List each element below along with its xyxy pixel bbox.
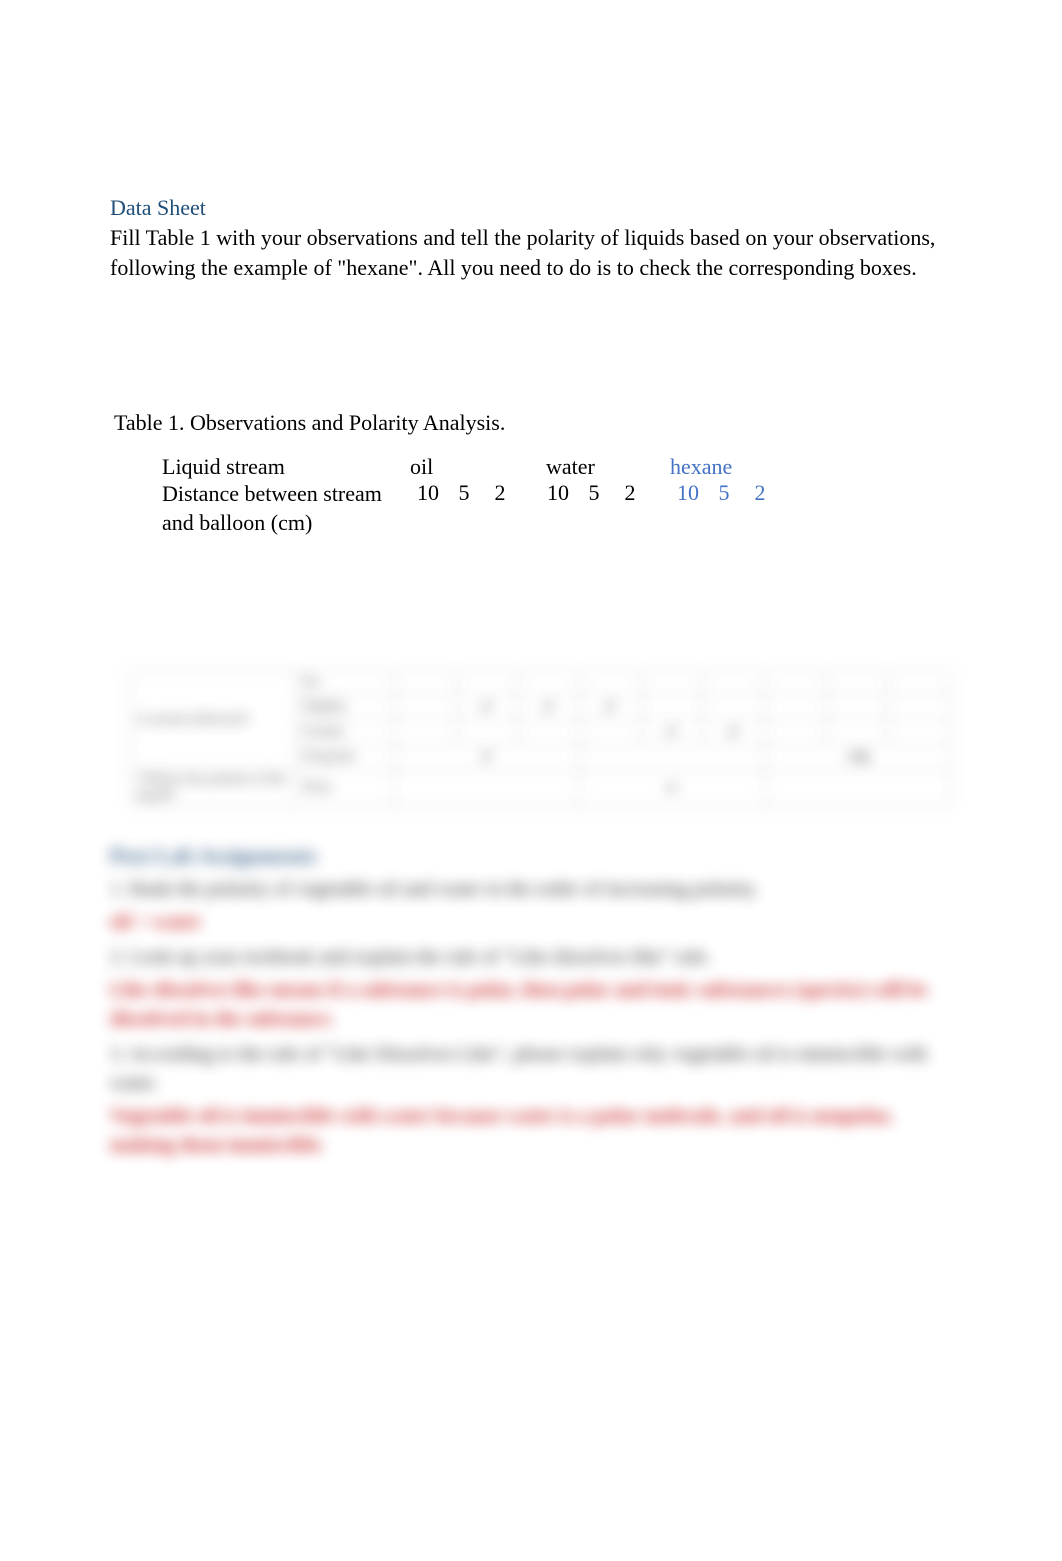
subcol-group-hexane: 1052 — [670, 480, 788, 537]
blur-question: 1. Rank the polarity of vegetable oil an… — [110, 875, 950, 904]
blur-sublabel: Nonpolar — [296, 745, 395, 770]
data-table: Liquid stream oil water hexane Distance … — [162, 454, 952, 537]
column-group-oil: oil — [410, 454, 540, 480]
subcol-group-oil: 1052 — [410, 480, 540, 537]
blur-sublabel: No — [296, 671, 395, 695]
column-group-hexane: hexane — [670, 454, 788, 480]
blurred-table: Is stream deflected? No Slightly ✓ ✓ ✓ G… — [130, 670, 950, 807]
blur-heading: Post Lab Assignments — [110, 843, 950, 869]
row-label: Distance between stream and balloon (cm) — [162, 480, 410, 537]
table-row: Liquid stream oil water hexane — [162, 454, 788, 480]
row-label: Liquid stream — [162, 454, 410, 480]
section-heading: Data Sheet — [110, 195, 952, 221]
blur-question: 2. Look up your textbook and explain the… — [110, 943, 950, 972]
column-group-water: water — [540, 454, 670, 480]
blur-label: Is stream deflected? — [131, 671, 296, 770]
table-caption: Table 1. Observations and Polarity Analy… — [114, 410, 952, 436]
subcol-group-water: 1052 — [540, 480, 670, 537]
blur-sublabel: Greatly — [296, 720, 395, 745]
blur-answer: Like dissolves like means if a substance… — [110, 976, 950, 1034]
table-row: Distance between stream and balloon (cm)… — [162, 480, 788, 537]
blur-sublabel: Slightly — [296, 695, 395, 720]
blur-sublabel: Polar — [296, 770, 395, 807]
blur-answer: Vegetable oil is immiscible with water b… — [110, 1102, 950, 1160]
intro-paragraph: Fill Table 1 with your observations and … — [110, 223, 952, 282]
blurred-overlay: Is stream deflected? No Slightly ✓ ✓ ✓ G… — [110, 670, 950, 1166]
blur-answer: oil < water — [110, 908, 950, 937]
blur-label: *What's the polarity of the liquid? — [131, 770, 296, 807]
blur-question: 3. According to the rule of "Like Dissol… — [110, 1040, 950, 1098]
